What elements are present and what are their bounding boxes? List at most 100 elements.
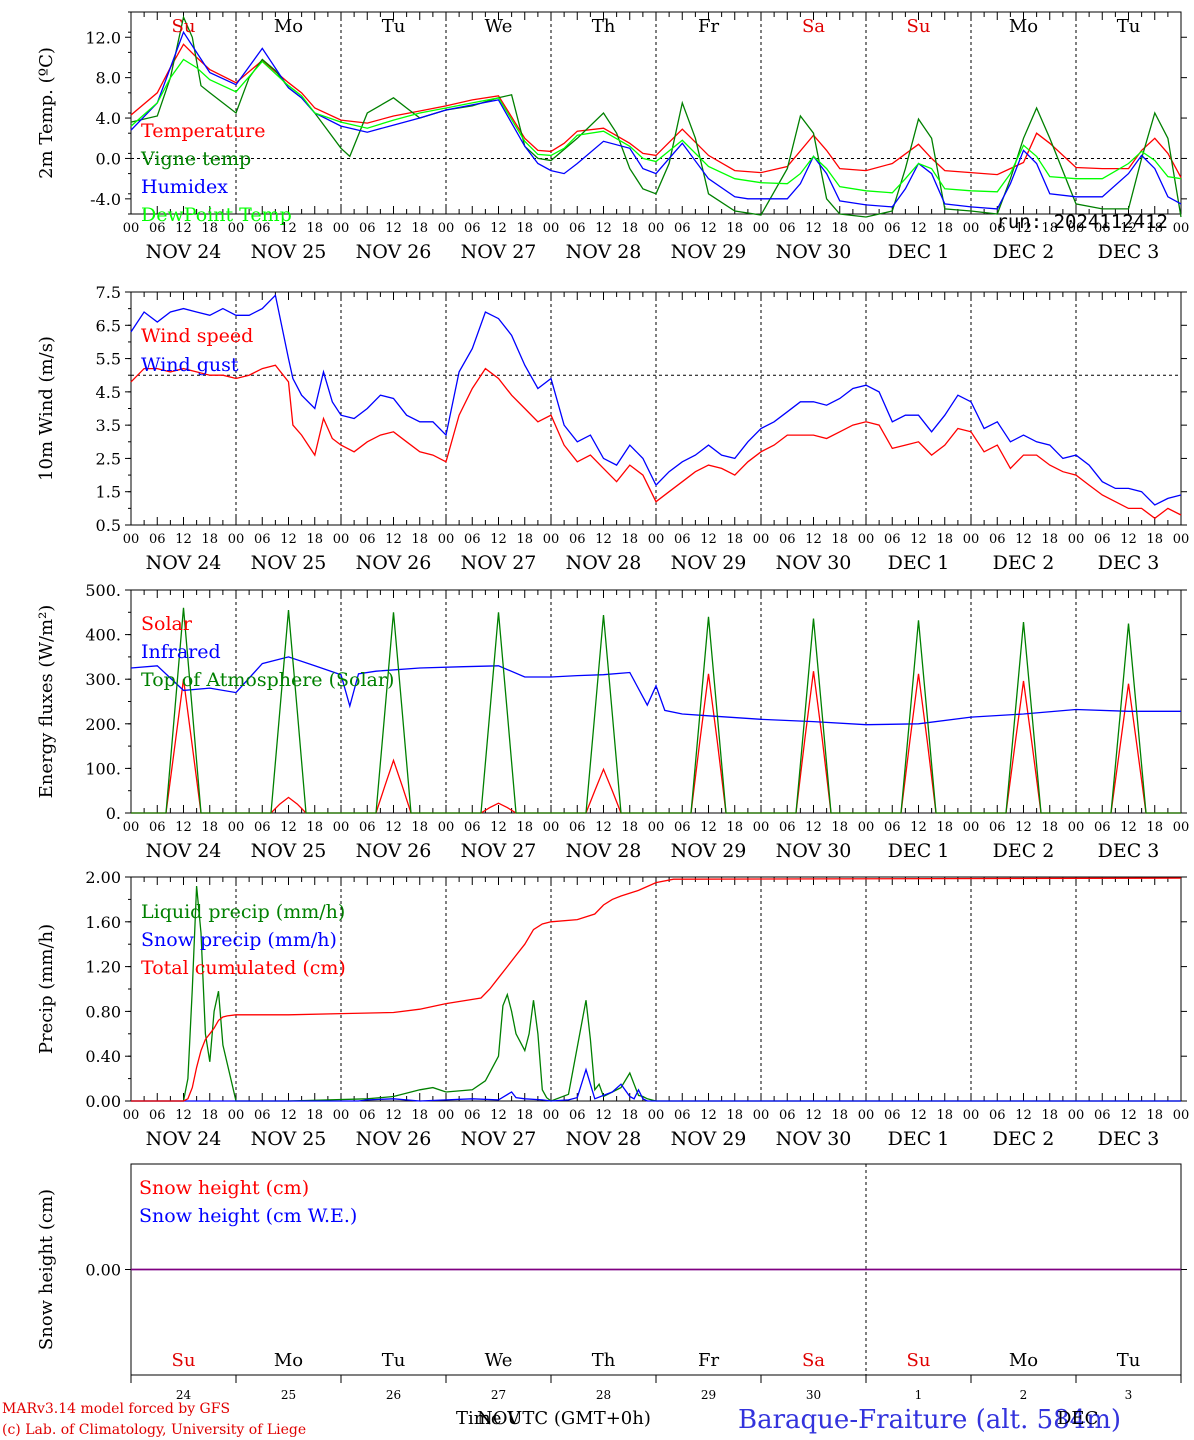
date-label: DEC 1 (888, 241, 950, 263)
hour-tick-label: 18 (201, 221, 218, 236)
hour-tick-label: 18 (411, 221, 428, 236)
day-name: Sa (802, 1350, 825, 1371)
hour-tick-label: 06 (1094, 532, 1111, 547)
hour-tick-label: 12 (175, 1108, 192, 1123)
hour-tick-label: 00 (333, 1108, 350, 1123)
hour-tick-label: 18 (1146, 1108, 1163, 1123)
date-label: DEC 3 (1098, 1128, 1160, 1150)
legend-entry: Infrared (141, 641, 221, 663)
legend-entry: Temperature (141, 120, 265, 142)
hour-tick-label: 06 (464, 1108, 481, 1123)
hour-tick-label: 12 (385, 221, 402, 236)
hour-tick-label: 18 (1146, 532, 1163, 547)
hour-tick-label: 12 (910, 532, 927, 547)
panel-1: 12.0 8.0 4.0 0.0 -4.0 2m Temp. (ºC) Temperatur… (36, 11, 1189, 263)
hour-tick-label: 00 (753, 820, 770, 835)
date-label: DEC 1 (888, 1128, 950, 1150)
hour-tick-label: 00 (543, 532, 560, 547)
day-name: Fr (698, 16, 719, 37)
hour-tick-label: 06 (149, 532, 166, 547)
day-name: Fr (698, 1350, 719, 1371)
day-number: 2 (1020, 1388, 1028, 1402)
legend-entry: DewPoint Temp (141, 204, 292, 226)
y-tick-label: 2.00 (85, 868, 121, 887)
hour-tick-label: 12 (1015, 820, 1032, 835)
day-name: Th (592, 1350, 616, 1371)
hour-tick-label: 12 (805, 532, 822, 547)
hour-tick-label: 00 (1068, 1108, 1085, 1123)
day-number: 3 (1125, 1388, 1133, 1402)
model-credit: MARv3.14 model forced by GFS (2, 1401, 230, 1417)
hour-tick-label: 18 (621, 1108, 638, 1123)
hour-tick-label: 12 (1015, 1108, 1032, 1123)
date-label: NOV 27 (461, 840, 537, 862)
day-name: Mo (1009, 1350, 1038, 1371)
day-name: Th (592, 16, 616, 37)
hour-tick-label: 06 (464, 532, 481, 547)
date-label: NOV 25 (251, 1128, 327, 1150)
hour-tick-label: 00 (858, 532, 875, 547)
series-line-wind-speed (130, 364, 1182, 520)
hour-tick-label: 18 (936, 820, 953, 835)
hour-tick-label: 00 (333, 532, 350, 547)
hour-tick-label: 00 (1068, 532, 1085, 547)
series-line-dewpoint-temp (130, 58, 1182, 194)
hour-tick-label: 00 (123, 820, 140, 835)
meteogram-panels: 12.0 8.0 4.0 0.0 -4.0 2m Temp. (ºC) Temperatur… (36, 11, 1189, 1402)
hour-tick-label: 06 (254, 221, 271, 236)
hour-tick-label: 00 (543, 1108, 560, 1123)
date-label: DEC 3 (1098, 552, 1160, 574)
hour-tick-label: 18 (306, 820, 323, 835)
hour-tick-label: 00 (543, 820, 560, 835)
day-name: Mo (274, 1350, 303, 1371)
day-name: Sa (802, 16, 825, 37)
y-tick-label: 12.0 (85, 28, 121, 47)
y-tick-label: 0.40 (85, 1047, 121, 1066)
hour-tick-label: 06 (359, 820, 376, 835)
y-tick-label: 400. (85, 626, 121, 645)
hour-tick-label: 18 (516, 1108, 533, 1123)
hour-tick-label: 18 (411, 532, 428, 547)
y-tick-label: 4.0 (96, 109, 121, 128)
hour-tick-label: 12 (910, 1108, 927, 1123)
hour-tick-label: 18 (1146, 820, 1163, 835)
date-label: NOV 30 (776, 1128, 852, 1150)
day-number: 25 (281, 1388, 296, 1402)
day-name: Mo (274, 16, 303, 37)
y-axis-label: 10m Wind (m/s) (36, 336, 57, 481)
day-name: Su (172, 1350, 196, 1371)
y-tick-label: 0.00 (85, 1261, 121, 1280)
legend-entry: Snow precip (mm/h) (141, 929, 337, 951)
hour-tick-label: 06 (569, 221, 586, 236)
hour-tick-label: 18 (516, 820, 533, 835)
series-line-liquid-precip-mm-h- (131, 885, 1181, 1102)
y-tick-label: 0.0 (96, 149, 121, 168)
hour-tick-label: 18 (201, 1108, 218, 1123)
hour-tick-label: 06 (884, 221, 901, 236)
hour-tick-label: 12 (175, 820, 192, 835)
hour-tick-label: 06 (989, 820, 1006, 835)
date-label: NOV 28 (566, 241, 642, 263)
hour-tick-label: 00 (438, 221, 455, 236)
hour-tick-label: 18 (726, 820, 743, 835)
hour-tick-label: 12 (385, 532, 402, 547)
hour-tick-label: 06 (989, 1108, 1006, 1123)
date-label: DEC 1 (888, 840, 950, 862)
hour-tick-label: 18 (726, 532, 743, 547)
date-label: NOV 27 (461, 552, 537, 574)
series-line-vigne-temp (130, 14, 1182, 218)
legend-entry: Snow height (cm) (139, 1177, 309, 1199)
hour-tick-label: 00 (123, 532, 140, 547)
hour-tick-label: 00 (333, 221, 350, 236)
hour-tick-label: 06 (149, 1108, 166, 1123)
date-label: DEC 1 (888, 552, 950, 574)
series-line-humidex (130, 30, 1182, 210)
y-tick-label: 3.5 (96, 416, 121, 435)
run-label: run: 2024112412 (996, 211, 1168, 233)
hour-tick-label: 18 (831, 221, 848, 236)
time-overlay-month-2: DEC (1057, 1408, 1098, 1429)
series-line-total-cumulated-cm- (131, 877, 1182, 1102)
day-name: Tu (382, 1350, 406, 1371)
date-label: NOV 28 (566, 1128, 642, 1150)
